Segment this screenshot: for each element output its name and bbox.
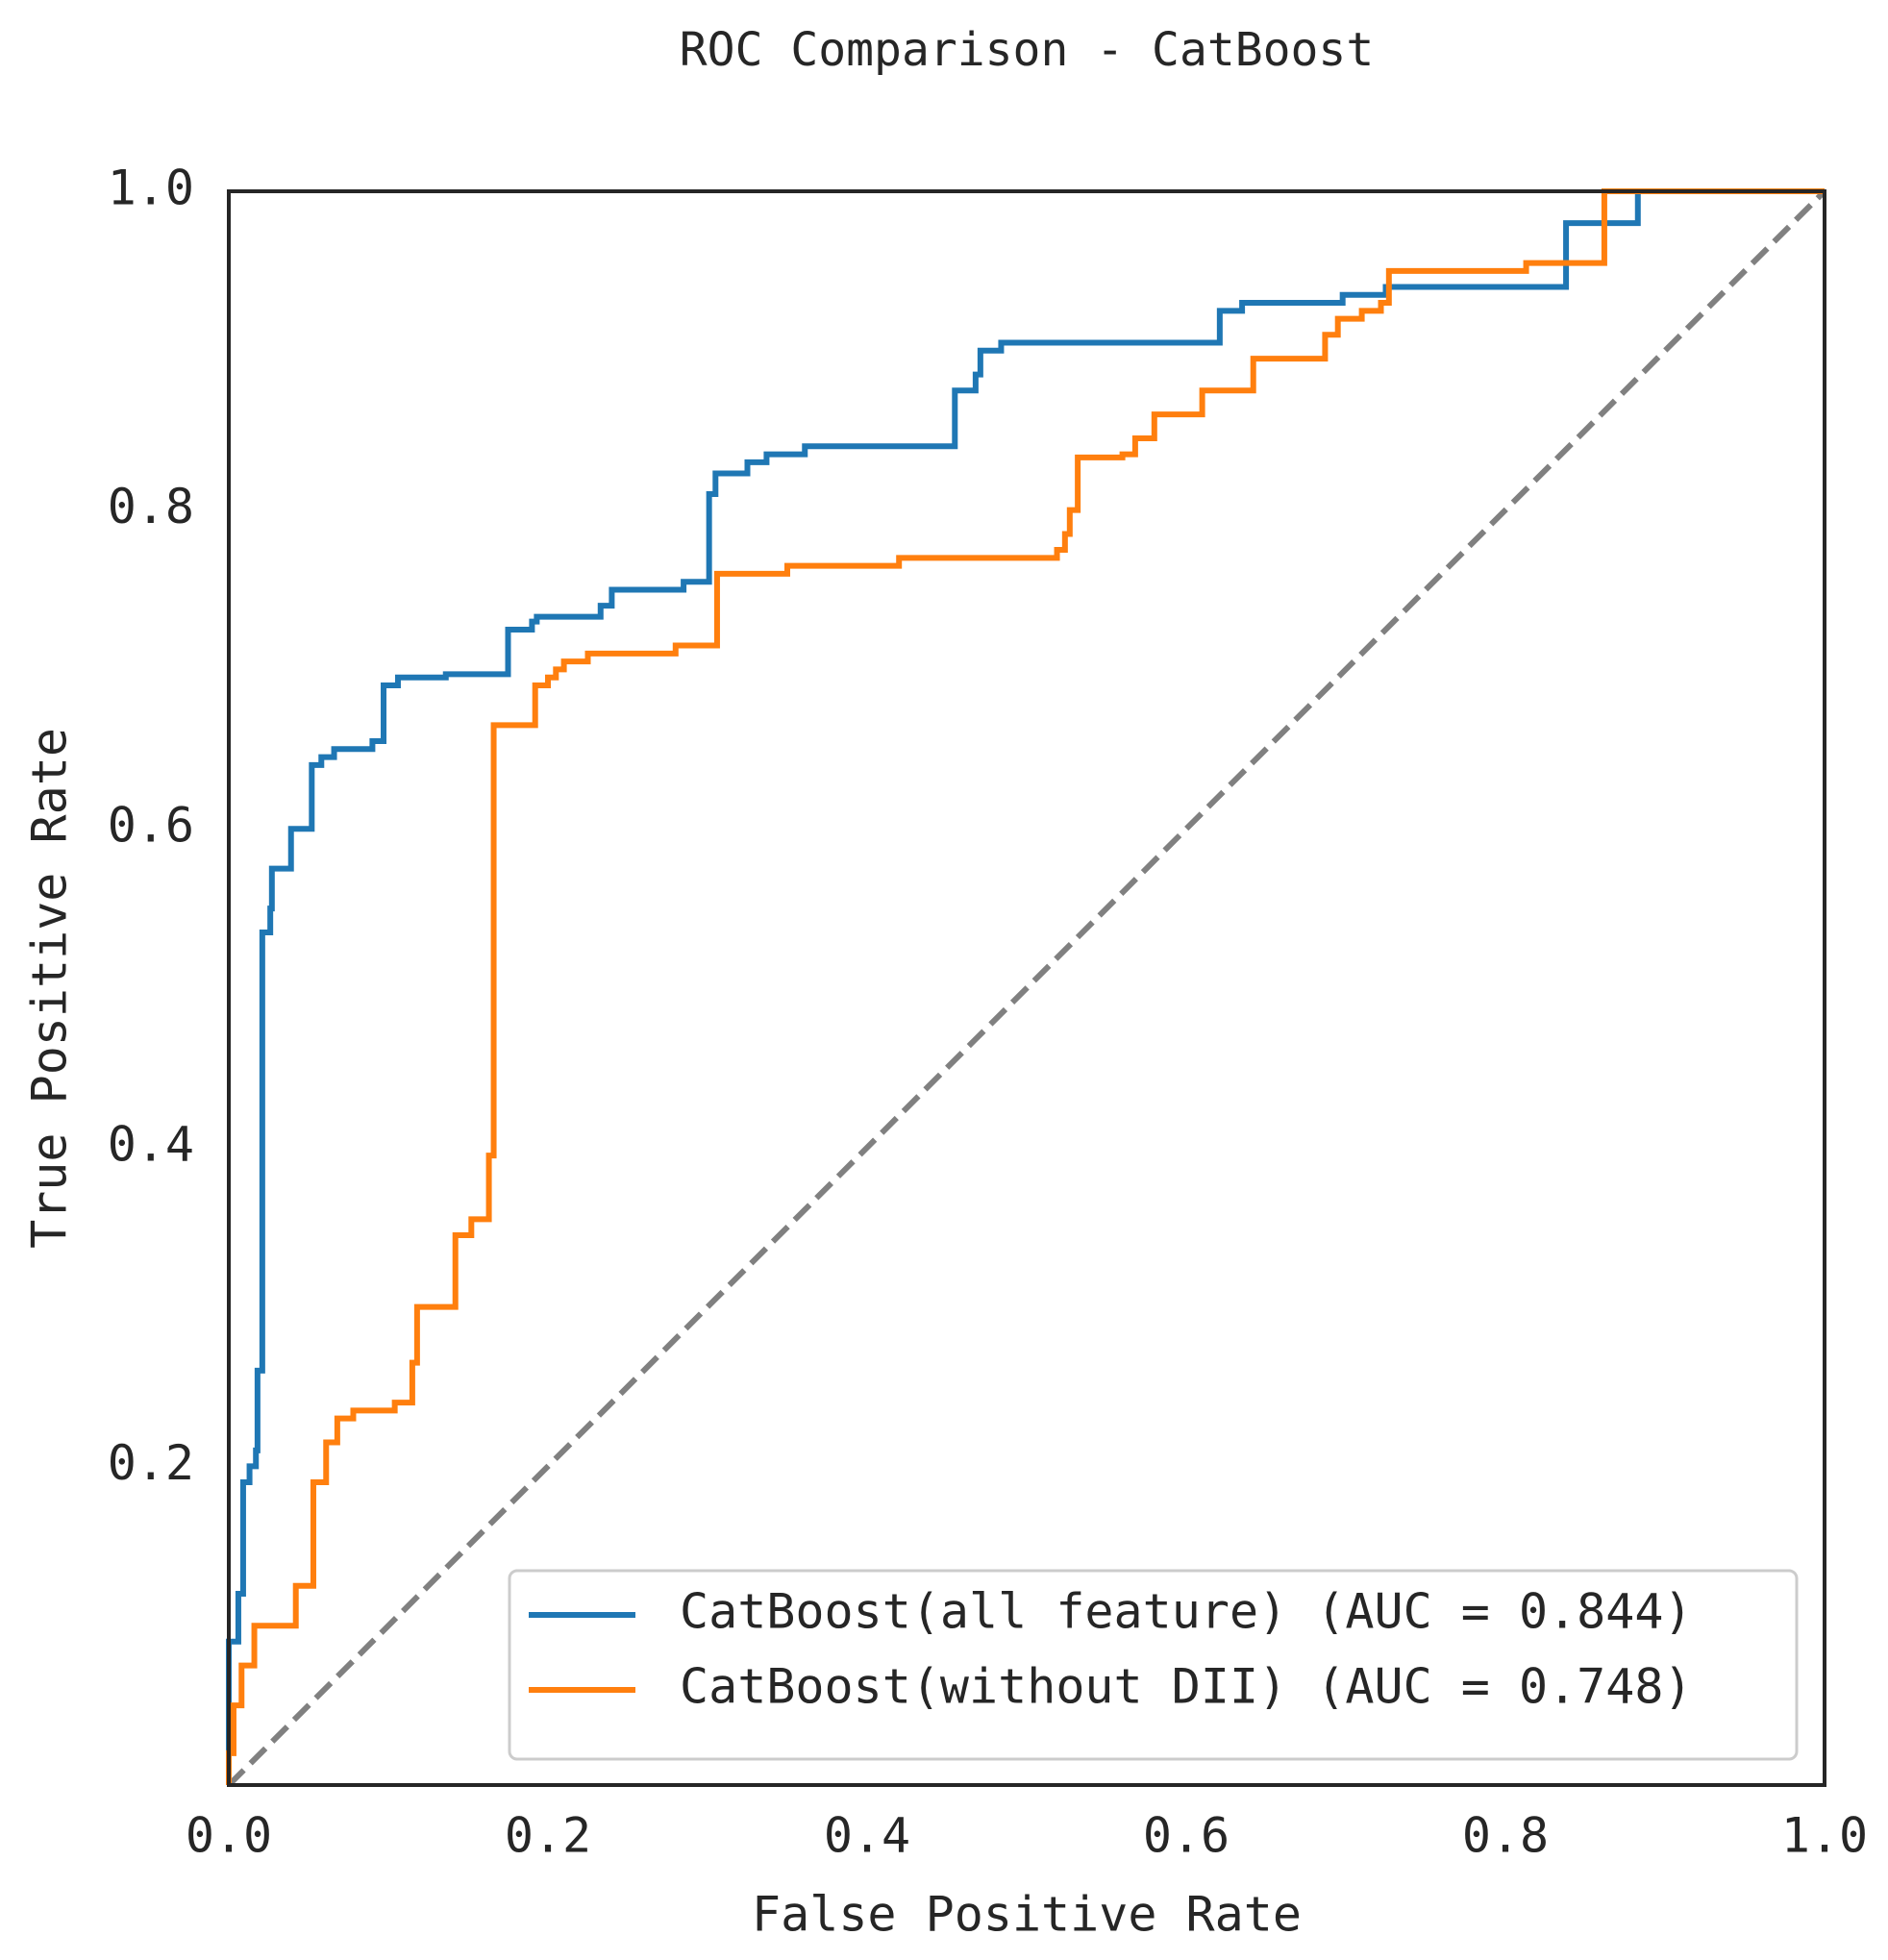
y-tick-label: 0.6 bbox=[108, 798, 194, 854]
x-tick-label: 0.2 bbox=[505, 1808, 591, 1864]
legend: CatBoost(all feature) (AUC = 0.844) CatBo… bbox=[508, 1569, 1799, 1761]
y-tick-label: 0.8 bbox=[108, 479, 194, 534]
y-tick-label: 1.0 bbox=[108, 161, 194, 216]
legend-label: CatBoost(all feature) (AUC = 0.844) bbox=[680, 1584, 1693, 1640]
roc-curve bbox=[226, 188, 1825, 1785]
y-tick-label: 0.4 bbox=[108, 1116, 194, 1172]
roc-curve bbox=[226, 188, 1825, 1785]
x-tick-label: 0.0 bbox=[186, 1808, 272, 1864]
x-tick-label: 0.8 bbox=[1462, 1808, 1549, 1864]
chart-title: ROC Comparison - CatBoost bbox=[680, 23, 1374, 77]
chance-line bbox=[226, 188, 1827, 1788]
x-tick-label: 1.0 bbox=[1781, 1808, 1868, 1864]
legend-label: CatBoost(without DII) (AUC = 0.748) bbox=[680, 1659, 1693, 1715]
x-tick-label: 0.6 bbox=[1143, 1808, 1230, 1864]
y-tick-label: 0.2 bbox=[108, 1435, 194, 1491]
x-axis-label: False Positive Rate bbox=[752, 1887, 1302, 1943]
y-axis-label: True Positive Rate bbox=[22, 728, 78, 1249]
x-tick-label: 0.4 bbox=[824, 1808, 910, 1864]
legend-box bbox=[508, 1569, 1799, 1761]
plot-frame bbox=[227, 189, 1826, 1787]
